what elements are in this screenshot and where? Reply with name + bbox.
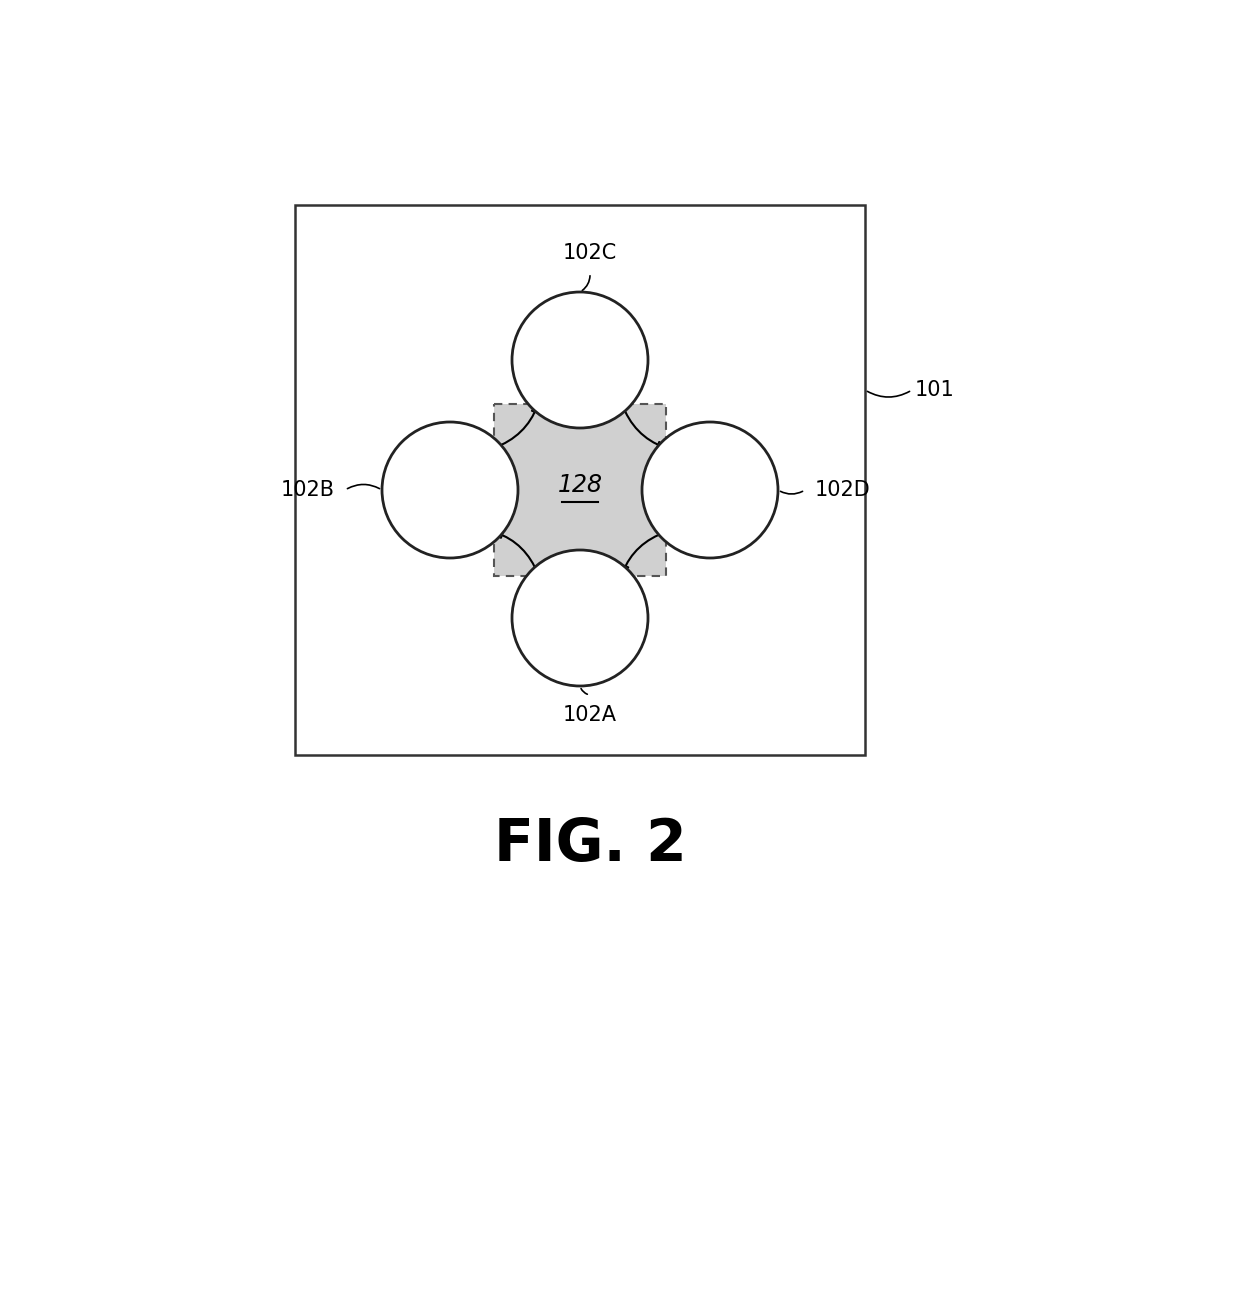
Circle shape: [642, 422, 777, 558]
Text: 102A: 102A: [563, 705, 618, 724]
Circle shape: [512, 292, 649, 428]
Text: 102C: 102C: [563, 242, 618, 263]
Text: 101: 101: [915, 380, 955, 400]
Text: 102D: 102D: [815, 479, 870, 500]
Bar: [494, 403, 666, 576]
Text: 102B: 102B: [281, 479, 335, 500]
Text: FIG. 2: FIG. 2: [494, 816, 687, 874]
Text: 128: 128: [558, 473, 603, 496]
Bar: [295, 204, 866, 755]
Circle shape: [512, 550, 649, 686]
Circle shape: [382, 422, 518, 558]
